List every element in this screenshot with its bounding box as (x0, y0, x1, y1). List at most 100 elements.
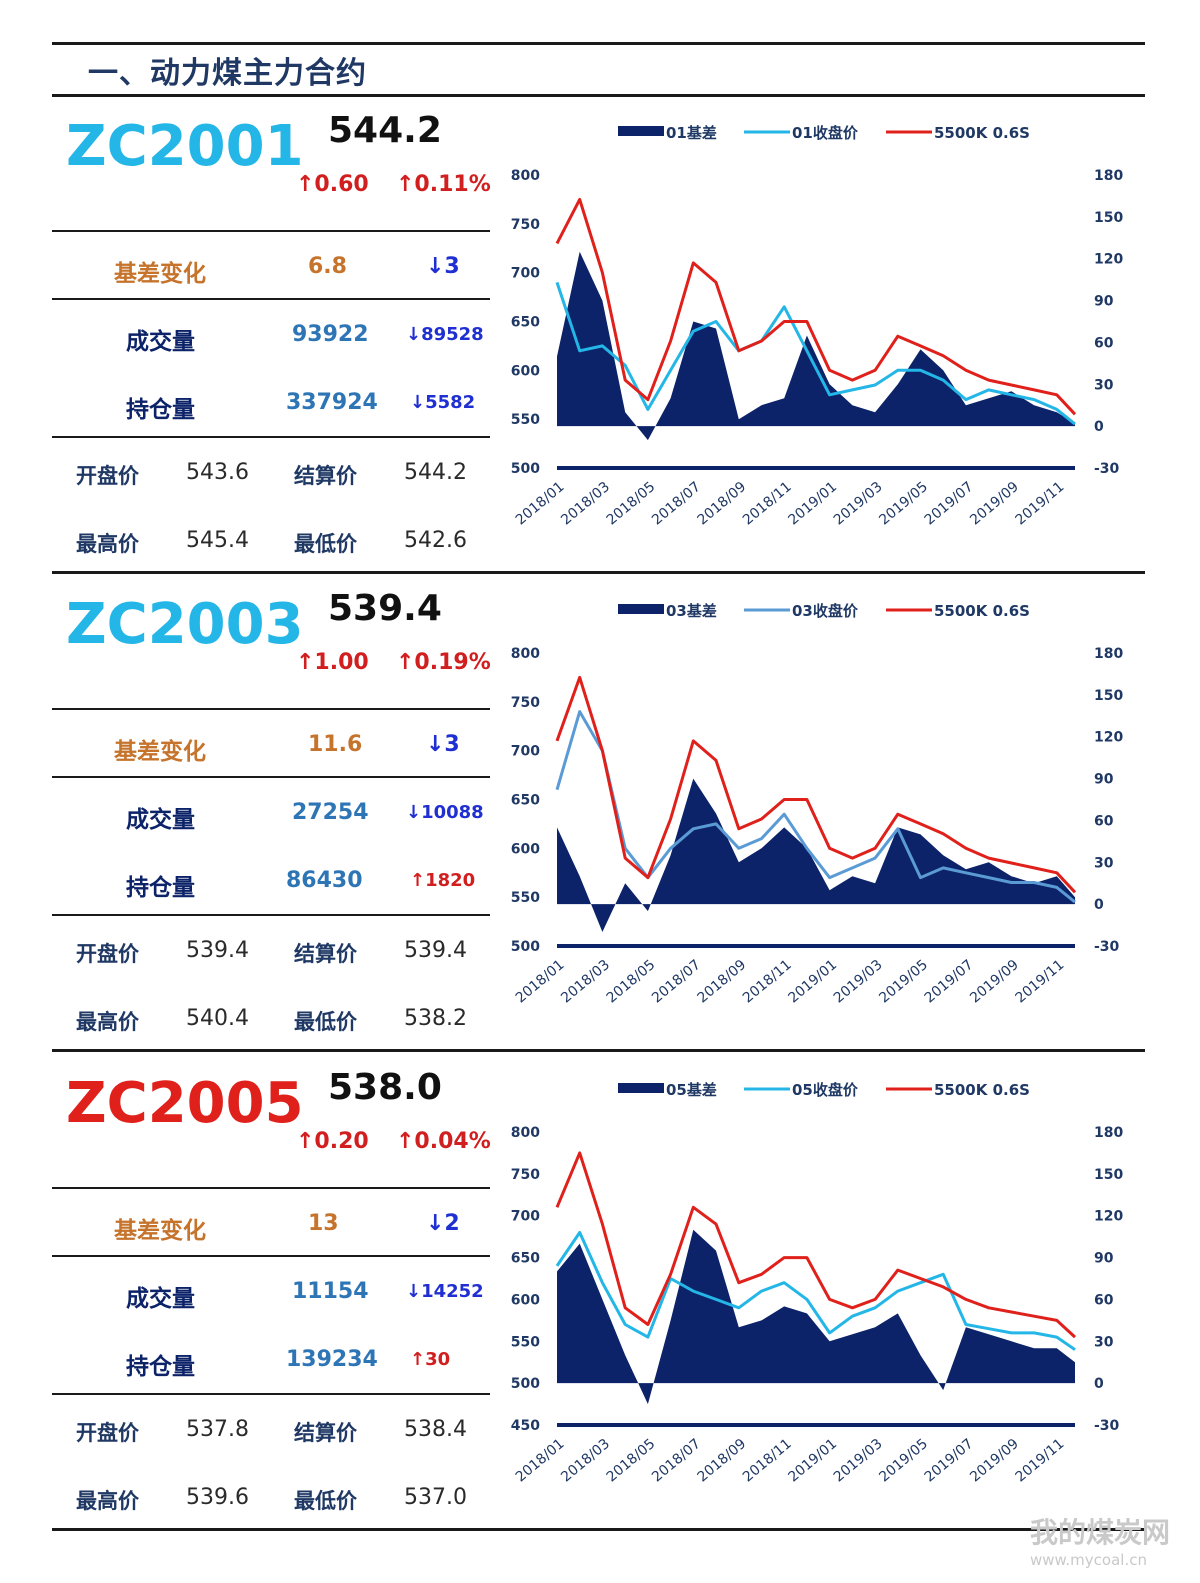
x-tick: 2019/09 (967, 479, 1022, 529)
y-right-tick: 180 (1094, 1125, 1123, 1141)
legend-label: 01基差 (666, 124, 717, 142)
last-price: 544.2 (328, 110, 442, 151)
y-left-tick: 450 (511, 1418, 540, 1434)
y-right-tick: 30 (1094, 855, 1114, 871)
y-right-tick: -30 (1094, 461, 1120, 477)
x-tick: 2019/01 (785, 479, 840, 529)
x-tick: 2019/09 (967, 1436, 1022, 1486)
y-left-tick: 500 (511, 939, 540, 955)
y-left-tick: 750 (511, 217, 540, 233)
y-right-tick: 0 (1094, 419, 1104, 435)
volume-label: 成交量 (126, 807, 195, 833)
y-right-tick: 180 (1094, 168, 1123, 184)
x-tick: 2019/07 (922, 957, 977, 1007)
high-value: 540.4 (186, 1006, 249, 1031)
top-rule (52, 42, 1145, 45)
watermark-url: www.mycoal.cn (1029, 1551, 1147, 1569)
x-tick: 2019/11 (1013, 479, 1068, 529)
y-right-tick: 90 (1094, 772, 1114, 788)
y-right-tick: 0 (1094, 897, 1104, 913)
y-left-tick: 600 (511, 1292, 540, 1308)
price-change: ↑0.20 (296, 1129, 369, 1154)
x-tick: 2018/11 (740, 479, 795, 529)
x-tick: 2018/03 (558, 479, 613, 529)
y-right-tick: 60 (1094, 813, 1114, 829)
y-left-tick: 500 (511, 1376, 540, 1392)
low-value: 542.6 (404, 528, 467, 553)
legend-label: 05收盘价 (792, 1081, 859, 1099)
settle-label: 结算价 (294, 1421, 357, 1445)
x-tick: 2019/11 (1013, 957, 1068, 1007)
legend-swatch (618, 126, 664, 136)
volume-change: ↓10088 (406, 802, 484, 823)
open-label: 开盘价 (76, 464, 139, 488)
chart-svg: 05基差 05收盘价 5500K 0.6S450500550600650700750… (511, 1081, 1124, 1486)
y-right-tick: 90 (1094, 1251, 1114, 1267)
rule (52, 776, 490, 778)
oi-value: 139234 (286, 1347, 378, 1372)
basis-label: 基差变化 (114, 261, 206, 287)
high-label: 最高价 (76, 1489, 139, 1513)
watermark: 我的煤炭网 www.mycoal.cn (1030, 1511, 1170, 1569)
open-label: 开盘价 (76, 1421, 139, 1445)
rule (52, 1393, 490, 1395)
y-left-tick: 650 (511, 315, 540, 331)
y-right-tick: 120 (1094, 730, 1123, 746)
volume-value: 11154 (292, 1279, 369, 1304)
low-label: 最低价 (294, 1010, 357, 1034)
legend-label: 05基差 (666, 1081, 717, 1099)
x-tick: 2018/01 (513, 479, 568, 529)
contract-code: ZC2005 (66, 1071, 304, 1136)
last-price: 539.4 (328, 588, 442, 629)
x-tick: 2018/05 (604, 957, 659, 1007)
y-right-tick: 60 (1094, 1292, 1114, 1308)
x-tick: 2018/07 (649, 479, 704, 529)
title-rule (52, 94, 1145, 97)
contract-block: ZC2003 539.4 ↑1.00 ↑0.19% 基差变化 11.6 ↓3 成交量 27254… (0, 578, 1200, 1056)
contract-code: ZC2001 (66, 114, 304, 179)
y-right-tick: 0 (1094, 1376, 1104, 1392)
y-right-tick: 120 (1094, 252, 1123, 268)
open-label: 开盘价 (76, 942, 139, 966)
y-left-tick: 800 (511, 1125, 540, 1141)
x-tick: 2019/05 (876, 479, 931, 529)
low-value: 538.2 (404, 1006, 467, 1031)
low-label: 最低价 (294, 1489, 357, 1513)
settle-value: 539.4 (404, 938, 467, 963)
rule (52, 914, 490, 916)
y-left-tick: 750 (511, 695, 540, 711)
chart-zc2001: 01基差 01收盘价 5500K 0.6S 500 550 600 650 700 750 800… (500, 100, 1140, 578)
settle-value: 544.2 (404, 460, 467, 485)
x-tick: 2019/05 (876, 957, 931, 1007)
x-tick: 2018/07 (649, 1436, 704, 1486)
legend-label: 03收盘价 (792, 602, 859, 620)
basis-change: ↓3 (426, 732, 460, 757)
x-tick: 2018/05 (604, 1436, 659, 1486)
x-tick: 2018/11 (740, 1436, 795, 1486)
y-right-tick: 180 (1094, 646, 1123, 662)
low-label: 最低价 (294, 532, 357, 556)
chart-zc2005: 05基差 05收盘价 5500K 0.6S 450 500 550 600 650 700 750… (500, 1057, 1140, 1535)
oi-label: 持仓量 (126, 875, 195, 901)
high-label: 最高价 (76, 532, 139, 556)
y-right-tick: 150 (1094, 210, 1123, 226)
high-label: 最高价 (76, 1010, 139, 1034)
y-left-tick: 650 (511, 1251, 540, 1267)
volume-change: ↓89528 (406, 324, 484, 345)
y-right-tick: 150 (1094, 1167, 1123, 1183)
chart-svg: 01基差 01收盘价 5500K 0.6S500550600650700750800… (511, 124, 1124, 529)
open-value: 539.4 (186, 938, 249, 963)
chart-svg: 03基差 03收盘价 5500K 0.6S500550600650700750800… (511, 602, 1124, 1007)
oi-change: ↓5582 (410, 392, 476, 413)
y-left-tick: 700 (511, 266, 540, 282)
volume-label: 成交量 (126, 1286, 195, 1312)
spot-price-line (555, 675, 1077, 894)
contract-code: ZC2003 (66, 592, 304, 657)
spot-price-line (555, 1151, 1077, 1339)
basis-change: ↓3 (426, 254, 460, 279)
x-tick: 2019/03 (831, 1436, 886, 1486)
x-tick: 2019/09 (967, 957, 1022, 1007)
y-left-tick: 550 (511, 1334, 540, 1350)
y-right-tick: -30 (1094, 939, 1120, 955)
chart-zc2003: 03基差 03收盘价 5500K 0.6S 500 550 600 650 700 750 800… (500, 578, 1140, 1056)
